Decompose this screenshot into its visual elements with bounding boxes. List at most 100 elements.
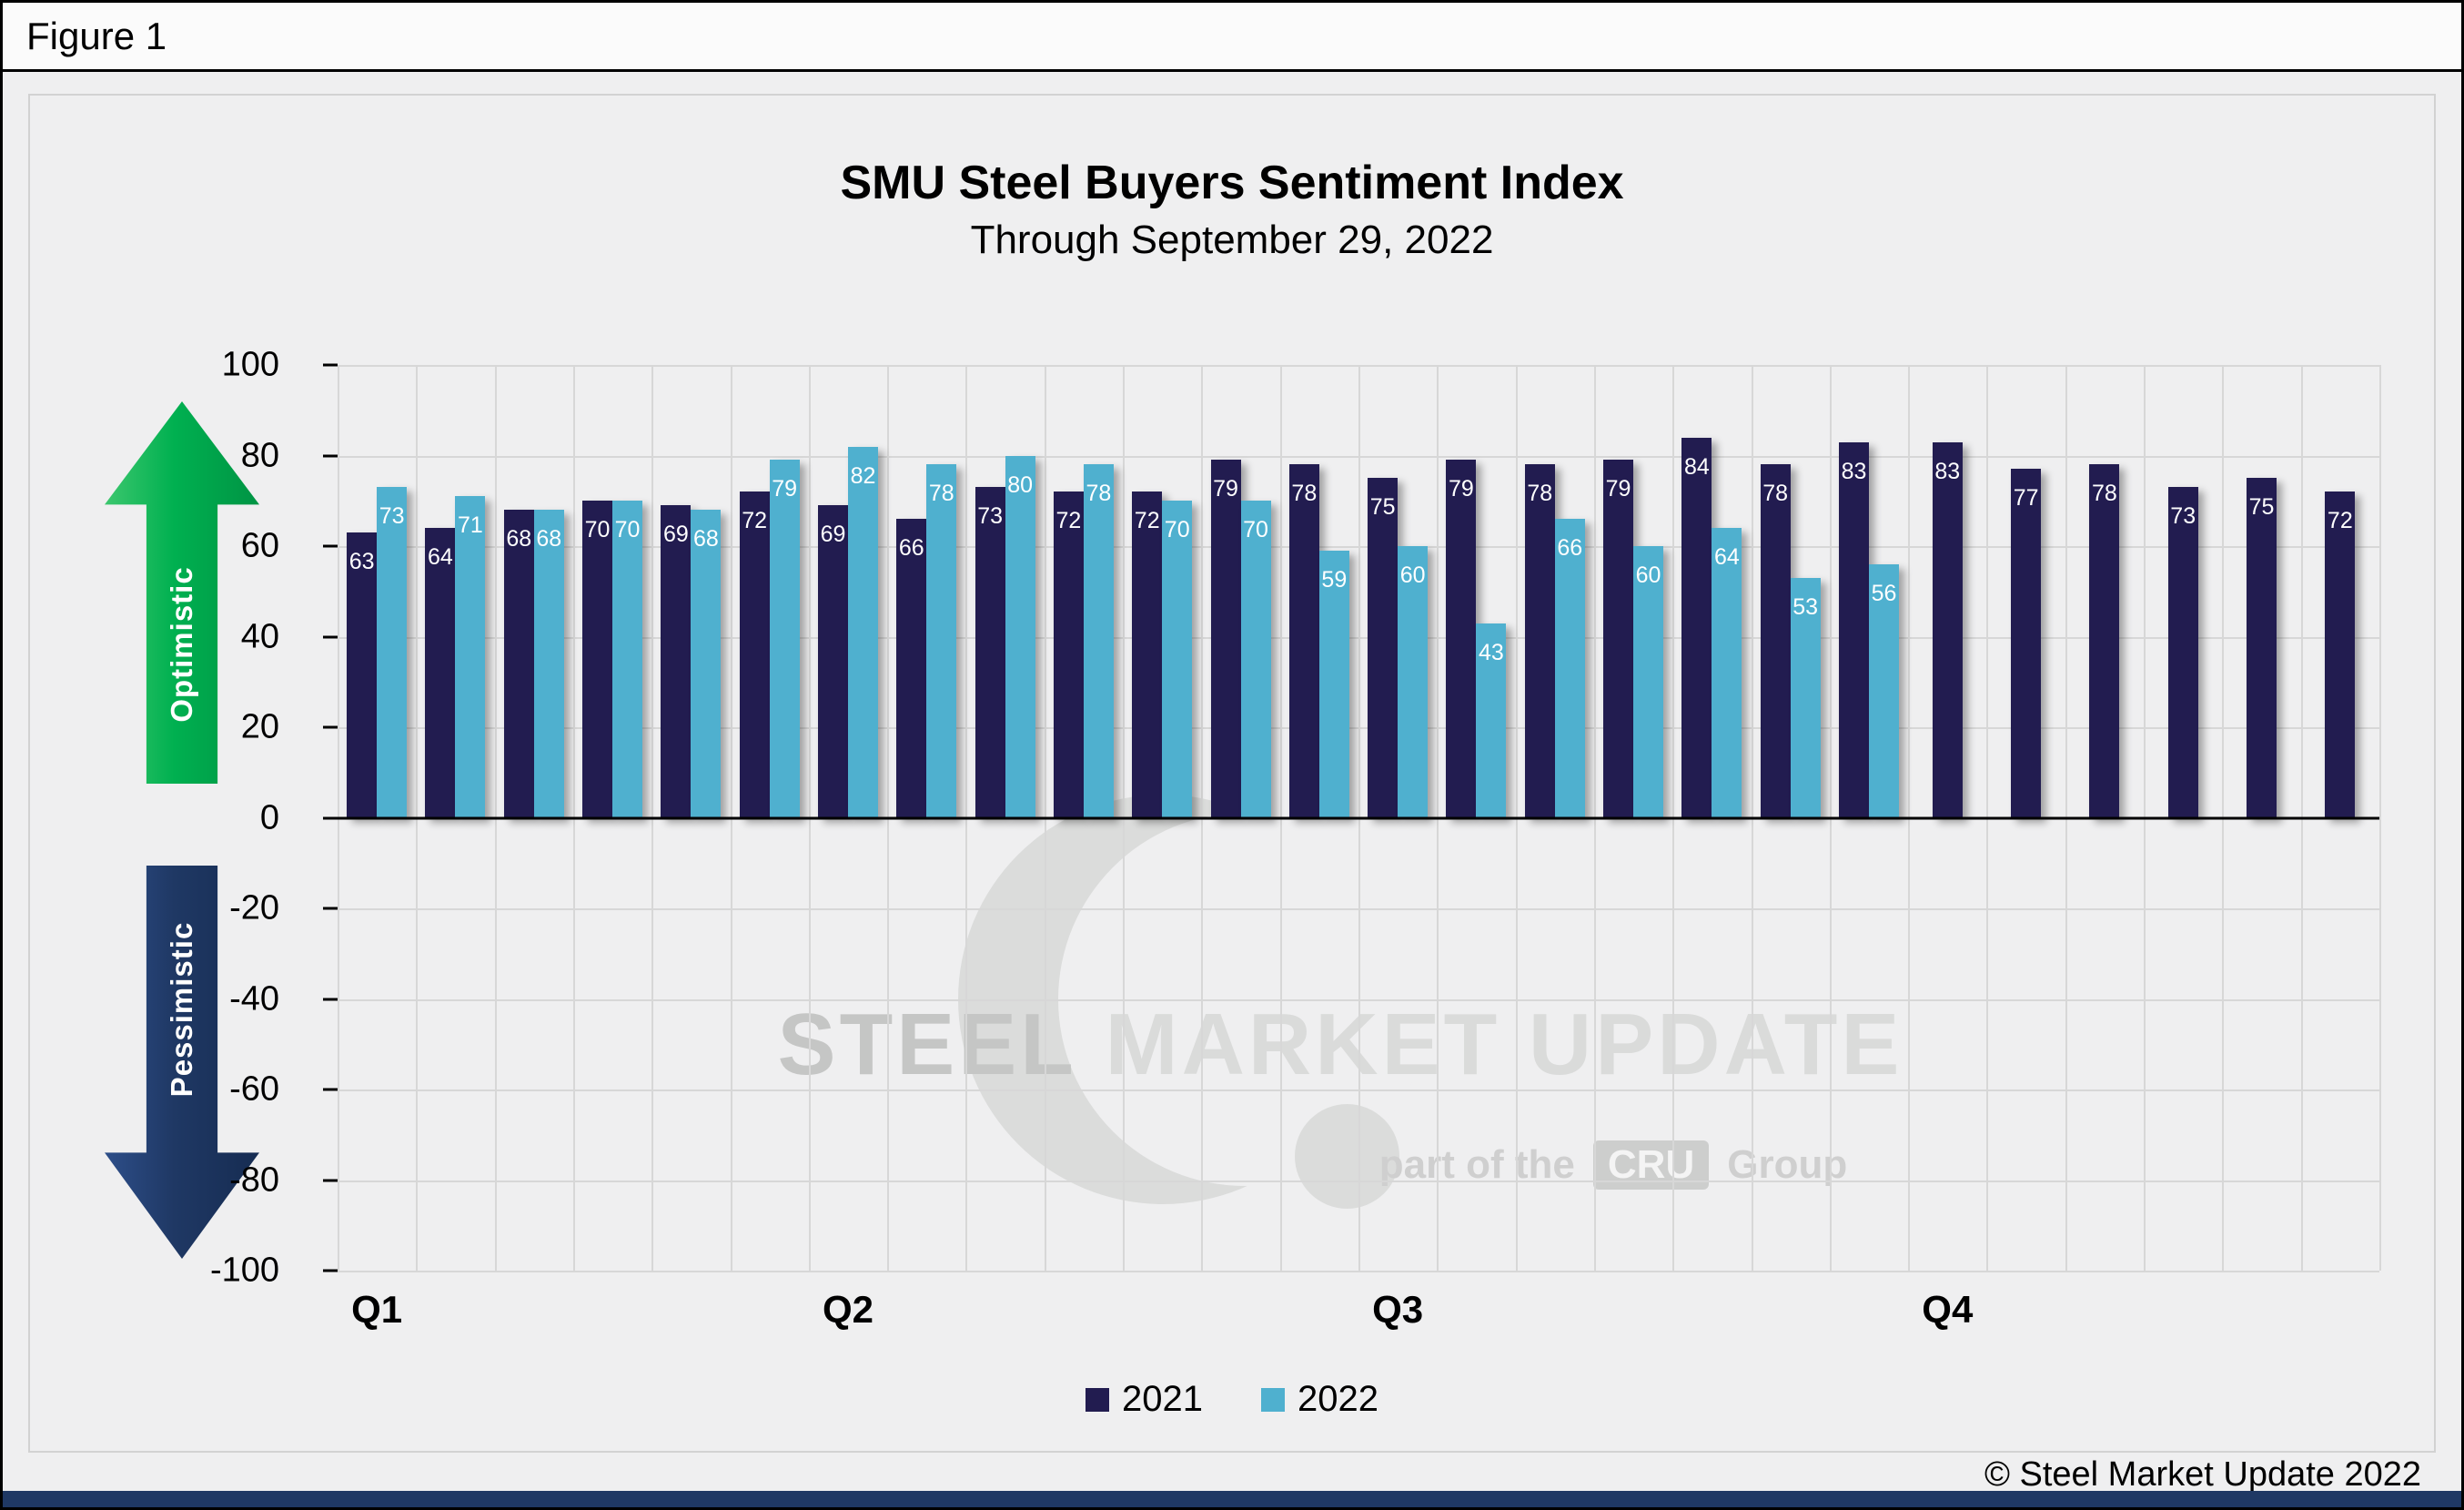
bar-2021: 72 <box>2325 492 2356 818</box>
bar-value-label: 72 <box>1134 508 1160 534</box>
bar-group: 69 68 <box>651 365 730 818</box>
x-axis-tick-label: Q2 <box>822 1288 874 1331</box>
bar-group: 75 <box>2222 365 2300 818</box>
bar-2021: 75 <box>1368 478 1399 818</box>
bar-value-label: 43 <box>1479 639 1504 665</box>
chart-subtitle: Through September 29, 2022 <box>970 218 1494 262</box>
y-axis-tick <box>323 725 338 729</box>
y-axis-tick-label: -20 <box>229 888 279 927</box>
bar-2022: 68 <box>533 510 564 818</box>
watermark-tagline-prefix: part of the <box>1378 1142 1575 1187</box>
watermark-ball-icon <box>1295 1104 1399 1209</box>
bar-2022: 66 <box>1554 519 1585 818</box>
bar-2022: 60 <box>1633 546 1664 818</box>
copyright-text: © Steel Market Update 2022 <box>1984 1455 2421 1494</box>
bar-value-label: 83 <box>1841 458 1867 484</box>
bar-value-label: 53 <box>1792 593 1819 620</box>
y-axis-tick <box>323 816 338 819</box>
bar-2021: 72 <box>739 492 770 818</box>
y-axis-tick <box>323 998 338 1000</box>
y-axis-tick-label: -40 <box>229 979 279 1018</box>
bar-value-label: 75 <box>1369 494 1396 521</box>
legend-label: 2021 <box>1122 1379 1203 1419</box>
footer-bar <box>3 1491 2461 1507</box>
bar-value-label: 68 <box>536 526 562 552</box>
bar-group: 83 56 <box>1830 365 1908 818</box>
bar-2021: 79 <box>1603 460 1634 818</box>
bar-value-label: 69 <box>662 522 689 548</box>
bar-value-label: 66 <box>1557 535 1583 562</box>
bar-group: 72 70 <box>1123 365 1201 818</box>
y-axis-tick <box>323 635 338 638</box>
legend-swatch-2021 <box>1086 1387 1110 1412</box>
bar-2021: 63 <box>347 532 378 818</box>
bar-value-label: 68 <box>506 526 532 552</box>
bar-group: 63 73 <box>338 365 416 818</box>
y-axis-tick-label: -100 <box>209 1251 279 1290</box>
bar-group: 70 70 <box>573 365 651 818</box>
bar-value-label: 70 <box>1164 517 1190 543</box>
y-axis-tick <box>323 454 338 457</box>
bar-value-label: 70 <box>1243 517 1268 543</box>
y-axis-tick <box>323 544 338 548</box>
x-axis-labels: Q1 Q2 Q3 Q4 <box>338 1288 2379 1335</box>
bar-2022: 64 <box>1712 528 1742 818</box>
y-axis-tick-label: 20 <box>240 707 279 746</box>
bar-value-label: 68 <box>692 526 719 552</box>
watermark-word-steel: STEEL <box>777 996 1077 1093</box>
bar-value-label: 84 <box>1683 453 1710 480</box>
bar-2022: 59 <box>1318 550 1349 818</box>
bar-value-label: 78 <box>1527 481 1553 507</box>
y-axis-labels: 100 80 60 40 20 0 -20 -40 -60 -80 -100 <box>3 346 312 1290</box>
bar-2021: 66 <box>896 519 927 818</box>
bar-value-label: 60 <box>1399 562 1426 588</box>
bar-value-label: 63 <box>348 549 375 575</box>
bar-value-label: 59 <box>1321 566 1348 593</box>
bar-2021: 72 <box>1053 492 1084 818</box>
bar-value-label: 79 <box>1605 476 1631 502</box>
chart-title: SMU Steel Buyers Sentiment Index <box>840 157 1624 209</box>
y-axis-tick <box>323 1269 338 1272</box>
bar-value-label: 82 <box>850 462 876 489</box>
bar-value-label: 79 <box>772 476 798 502</box>
bar-group: 84 64 <box>1672 365 1751 818</box>
bar-group: 83 <box>1908 365 1986 818</box>
legend-swatch-2022 <box>1261 1387 1285 1412</box>
bar-2022: 68 <box>691 510 722 818</box>
bar-2021: 78 <box>2089 464 2120 818</box>
y-axis-tick <box>323 907 338 910</box>
bar-value-label: 69 <box>820 522 846 548</box>
title-block: SMU Steel Buyers Sentiment Index Through… <box>3 156 2461 263</box>
bar-value-label: 78 <box>1086 481 1112 507</box>
bar-2022: 73 <box>377 487 408 818</box>
bar-value-label: 79 <box>1449 476 1474 502</box>
bar-2022: 70 <box>1162 501 1193 818</box>
y-axis-tick <box>323 1088 338 1091</box>
bar-group: 79 43 <box>1437 365 1515 818</box>
bar-value-label: 73 <box>977 503 1003 530</box>
bar-2021: 75 <box>2247 478 2277 818</box>
bar-value-label: 78 <box>928 481 954 507</box>
bar-value-label: 64 <box>428 544 453 571</box>
legend-item: 2021 <box>1086 1379 1203 1420</box>
bar-2021: 77 <box>2011 469 2042 818</box>
bar-value-label: 64 <box>1713 544 1740 571</box>
bar-2022: 70 <box>612 501 643 818</box>
v-gridline <box>2379 365 2381 1271</box>
bar-value-label: 80 <box>1007 471 1033 498</box>
bar-value-label: 75 <box>2248 494 2275 521</box>
zero-axis-line <box>338 816 2379 819</box>
bar-group: 79 60 <box>1594 365 1672 818</box>
y-axis-tick-label: 40 <box>240 617 279 655</box>
bar-2021: 79 <box>1210 460 1241 818</box>
y-axis-tick-label: 80 <box>240 436 279 474</box>
bar-2021: 72 <box>1132 492 1163 818</box>
bar-2022: 79 <box>769 460 800 818</box>
bar-value-label: 60 <box>1635 562 1661 588</box>
bar-group: 64 71 <box>416 365 494 818</box>
bar-group: 78 53 <box>1752 365 1830 818</box>
bar-2022: 82 <box>847 446 878 818</box>
watermark-wordmark: STEEL MARKET UPDATE <box>658 995 2023 1095</box>
plot-area: 63 73 64 71 68 68 70 70 69 68 72 79 69 82 66 78 73 80 72 78… <box>323 363 2381 1272</box>
bar-2021: 64 <box>425 528 456 818</box>
